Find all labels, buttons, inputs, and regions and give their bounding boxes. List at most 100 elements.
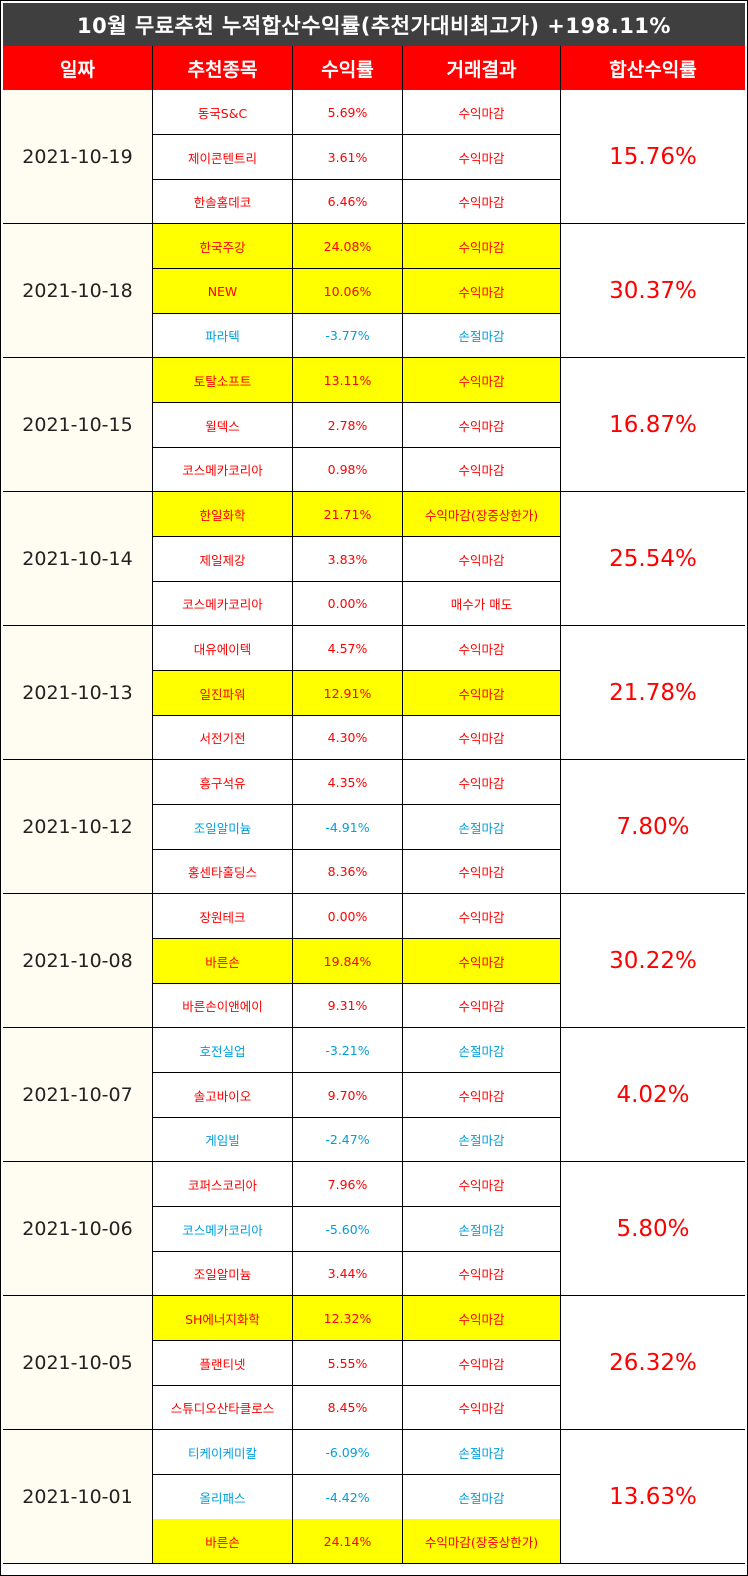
stock-name: 제이콘텐트리 <box>153 135 293 179</box>
table-row: 스튜디오산타클로스 8.45% 수익마감 <box>153 1385 561 1429</box>
date-group: 2021-10-08 장원테크 0.00% 수익마감 바른손 19.84% 수익마감 바른손이… <box>3 894 745 1028</box>
table-row: NEW 10.06% 수익마감 <box>153 269 561 314</box>
date-group: 2021-10-13 대유에이텍 4.57% 수익마감 일진파워 12.91% 수익마감 서전… <box>3 626 745 760</box>
trade-result: 손절마감 <box>458 1132 505 1148</box>
return-rate: 10.06% <box>293 269 403 313</box>
trade-result: 수익마감 <box>458 775 505 791</box>
return-rate: -6.09% <box>293 1430 403 1474</box>
trade-result: 수익마감 <box>458 1088 505 1104</box>
stock-name: 게임빌 <box>153 1117 293 1161</box>
table-row: 한국주강 24.08% 수익마감 <box>153 224 561 269</box>
header-return: 수익률 <box>293 46 403 90</box>
table-row: 제일제강 3.83% 수익마감 <box>153 537 561 582</box>
date-group: 2021-10-14 한일화학 21.71% 수익마감(장중상한가) 제일제강 3.83%… <box>3 492 745 626</box>
table-row: 코스메카코리아 0.98% 수익마감 <box>153 447 561 491</box>
return-rate: -4.42% <box>293 1475 403 1519</box>
table-row: 서전기전 4.30% 수익마감 <box>153 715 561 759</box>
stock-name: 제일제강 <box>153 537 293 581</box>
header-date: 일짜 <box>3 46 153 90</box>
stock-name: 동국S&C <box>153 90 293 134</box>
group-date: 2021-10-08 <box>3 894 153 1027</box>
table-row: 바른손이앤에이 9.31% 수익마감 <box>153 983 561 1027</box>
stock-name: 홍센타홀딩스 <box>153 849 293 893</box>
group-date: 2021-10-15 <box>3 358 153 491</box>
trade-result: 수익마감 <box>458 909 505 925</box>
trade-result: 수익마감 <box>458 105 505 121</box>
trade-result: 손절마감 <box>458 820 505 836</box>
return-rate: -3.77% <box>293 313 403 357</box>
stock-rows: 장원테크 0.00% 수익마감 바른손 19.84% 수익마감 바른손이앤에이 9.31% 수익… <box>153 894 561 1027</box>
return-rate: 3.83% <box>293 537 403 581</box>
trade-result: 수익마감 <box>458 150 505 166</box>
trade-result: 수익마감 <box>458 730 505 746</box>
stock-name: 티케이케미칼 <box>153 1430 293 1474</box>
table-row: 코스메카코리아 0.00% 매수가 매도 <box>153 581 561 625</box>
stock-name: 장원테크 <box>153 894 293 938</box>
return-rate: -2.47% <box>293 1117 403 1161</box>
table-row: 동국S&C 5.69% 수익마감 <box>153 90 561 135</box>
stock-rows: 흥구석유 4.35% 수익마감 조일알미늄 -4.91% 손절마감 홍센타홀딩스 8.36% 수… <box>153 760 561 893</box>
stock-name: 대유에이텍 <box>153 626 293 670</box>
trade-result: 손절마감 <box>458 1043 505 1059</box>
group-date: 2021-10-13 <box>3 626 153 759</box>
table-row: 호전실업 -3.21% 손절마감 <box>153 1028 561 1073</box>
return-rate: -3.21% <box>293 1028 403 1072</box>
trade-result: 수익마감 <box>458 552 505 568</box>
stock-rows: SH에너지화학 12.32% 수익마감 플랜티넷 5.55% 수익마감 스튜디오산타클로스 8… <box>153 1296 561 1429</box>
stock-name: 스튜디오산타클로스 <box>153 1385 293 1429</box>
return-rate: 0.00% <box>293 581 403 625</box>
stock-rows: 호전실업 -3.21% 손절마감 솔고바이오 9.70% 수익마감 게임빌 -2.47% 손절마… <box>153 1028 561 1161</box>
return-rate: 0.98% <box>293 447 403 491</box>
table-row: 윌덱스 2.78% 수익마감 <box>153 403 561 448</box>
group-total-return: 15.76% <box>609 143 697 170</box>
group-date: 2021-10-07 <box>3 1028 153 1161</box>
trade-result: 수익마감(장중상한가) <box>424 507 539 523</box>
table-row: 홍센타홀딩스 8.36% 수익마감 <box>153 849 561 893</box>
return-rate: 24.08% <box>293 224 403 268</box>
trade-result: 수익마감(장중상한가) <box>424 1534 539 1550</box>
table-row: 장원테크 0.00% 수익마감 <box>153 894 561 939</box>
return-rate: 12.32% <box>293 1296 403 1340</box>
group-total-return: 25.54% <box>609 545 697 572</box>
stock-name: 한국주강 <box>153 224 293 268</box>
trade-result: 수익마감 <box>458 239 505 255</box>
stock-rows: 대유에이텍 4.57% 수익마감 일진파워 12.91% 수익마감 서전기전 4.30% 수익마… <box>153 626 561 759</box>
stock-name: 플랜티넷 <box>153 1341 293 1385</box>
table-row: 파라텍 -3.77% 손절마감 <box>153 313 561 357</box>
stock-name: 한일화학 <box>153 492 293 536</box>
table-row: 토탈소프트 13.11% 수익마감 <box>153 358 561 403</box>
date-group: 2021-10-19 동국S&C 5.69% 수익마감 제이콘텐트리 3.61% 수익마감 한… <box>3 90 745 224</box>
trade-result: 수익마감 <box>458 1311 505 1327</box>
table-row: 바른손 19.84% 수익마감 <box>153 939 561 984</box>
return-rate: 13.11% <box>293 358 403 402</box>
stock-name: 조일알미늄 <box>153 1251 293 1295</box>
return-rate: 4.30% <box>293 715 403 759</box>
stock-name: 올리패스 <box>153 1475 293 1519</box>
group-total-return: 13.63% <box>609 1483 697 1510</box>
stock-name: 바른손 <box>153 939 293 983</box>
table-row: SH에너지화학 12.32% 수익마감 <box>153 1296 561 1341</box>
group-date: 2021-10-01 <box>3 1430 153 1563</box>
return-rate: 6.46% <box>293 179 403 223</box>
table-row: 코퍼스코리아 7.96% 수익마감 <box>153 1162 561 1207</box>
trade-result: 수익마감 <box>458 1400 505 1416</box>
return-rate: -5.60% <box>293 1207 403 1251</box>
table-row: 조일알미늄 -4.91% 손절마감 <box>153 805 561 850</box>
return-rate: 3.61% <box>293 135 403 179</box>
return-rate: 7.96% <box>293 1162 403 1206</box>
group-total-return: 5.80% <box>616 1215 690 1242</box>
table-row: 코스메카코리아 -5.60% 손절마감 <box>153 1207 561 1252</box>
trade-result: 수익마감 <box>458 1266 505 1282</box>
table-row: 흥구석유 4.35% 수익마감 <box>153 760 561 805</box>
trade-result: 수익마감 <box>458 686 505 702</box>
trade-result: 수익마감 <box>458 641 505 657</box>
trade-result: 수익마감 <box>458 1356 505 1372</box>
return-rate: 9.70% <box>293 1073 403 1117</box>
trade-result: 수익마감 <box>458 1177 505 1193</box>
stock-name: 코퍼스코리아 <box>153 1162 293 1206</box>
date-group: 2021-10-05 SH에너지화학 12.32% 수익마감 플랜티넷 5.55% 수익마감… <box>3 1296 745 1430</box>
group-total-return: 7.80% <box>616 813 690 840</box>
return-rate: 5.55% <box>293 1341 403 1385</box>
table-row: 솔고바이오 9.70% 수익마감 <box>153 1073 561 1118</box>
